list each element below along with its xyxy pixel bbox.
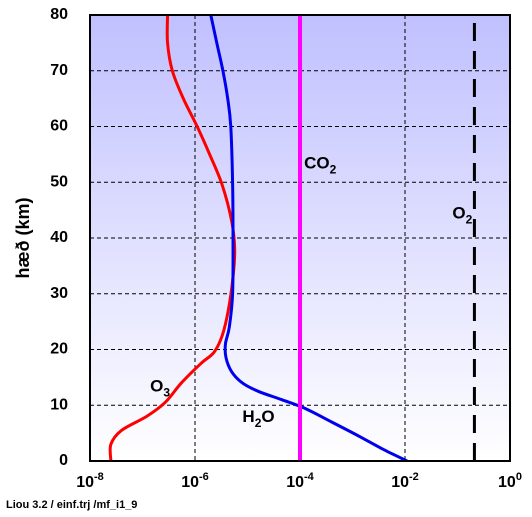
- y-tick-label: 20: [50, 341, 68, 358]
- series-labels: O3 H2O CO2 O2: [150, 153, 472, 430]
- x-tick-label: 100: [498, 471, 522, 491]
- y-tick-label: 70: [50, 62, 68, 79]
- x-tick-label: 10-4: [286, 471, 314, 491]
- y-tick-label: 0: [59, 452, 68, 469]
- credit-text: Liou 3.2 / einf.trj /mf_i1_9: [6, 499, 137, 511]
- h2o-label: H2O: [242, 407, 274, 430]
- y-tick-label: 40: [50, 229, 68, 246]
- o3-line: [108, 15, 237, 461]
- plot-frame: [89, 14, 511, 462]
- y-tick-label: 10: [50, 396, 68, 413]
- x-tick-label: 10-8: [76, 471, 104, 491]
- y-tick-label: 50: [50, 173, 68, 190]
- o2-label: O2: [452, 203, 472, 226]
- x-axis-ticks: 10-8 10-6 10-4 10-2 100: [76, 471, 522, 491]
- x-tick-label: 10-6: [181, 471, 209, 491]
- o3-label: O3: [150, 376, 170, 399]
- y-axis-ticks: 0 10 20 30 40 50 60 70 80: [50, 6, 68, 469]
- x-tick-label: 10-2: [391, 471, 419, 491]
- y-tick-label: 30: [50, 285, 68, 302]
- co2-label: CO2: [304, 153, 337, 176]
- y-tick-label: 60: [50, 118, 68, 135]
- y-axis-label: hæð (km): [13, 197, 33, 278]
- h2o-line: [209, 15, 408, 461]
- series-layer: [108, 15, 476, 461]
- y-tick-label: 80: [50, 6, 68, 23]
